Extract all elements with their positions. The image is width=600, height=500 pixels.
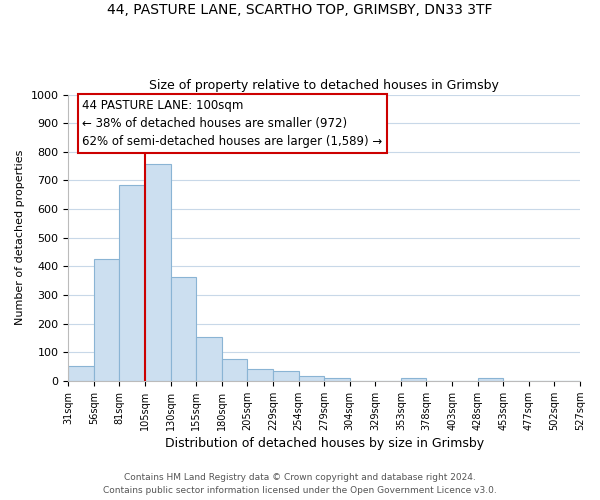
Bar — [401, 378, 427, 381]
Bar — [68, 366, 94, 381]
Title: Size of property relative to detached houses in Grimsby: Size of property relative to detached ho… — [149, 79, 499, 92]
Bar — [324, 378, 350, 381]
Bar — [478, 378, 503, 381]
Bar — [145, 164, 170, 381]
Y-axis label: Number of detached properties: Number of detached properties — [15, 150, 25, 326]
Bar — [119, 184, 145, 381]
Bar — [273, 372, 299, 381]
Bar — [170, 277, 196, 381]
Bar — [247, 370, 273, 381]
Bar — [196, 337, 222, 381]
Bar — [94, 259, 119, 381]
Text: Contains HM Land Registry data © Crown copyright and database right 2024.
Contai: Contains HM Land Registry data © Crown c… — [103, 474, 497, 495]
Bar — [299, 376, 324, 381]
Text: 44 PASTURE LANE: 100sqm
← 38% of detached houses are smaller (972)
62% of semi-d: 44 PASTURE LANE: 100sqm ← 38% of detache… — [82, 99, 383, 148]
Bar — [222, 359, 247, 381]
Text: 44, PASTURE LANE, SCARTHO TOP, GRIMSBY, DN33 3TF: 44, PASTURE LANE, SCARTHO TOP, GRIMSBY, … — [107, 2, 493, 16]
X-axis label: Distribution of detached houses by size in Grimsby: Distribution of detached houses by size … — [164, 437, 484, 450]
